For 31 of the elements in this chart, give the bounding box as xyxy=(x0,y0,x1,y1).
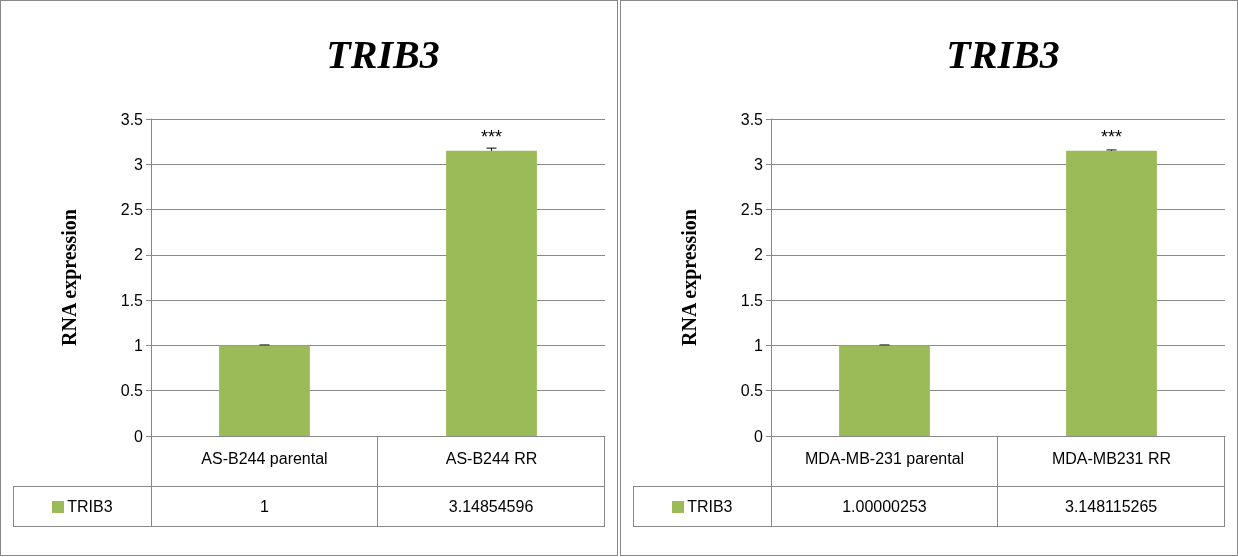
y-tick-label: 3.5 xyxy=(120,110,144,128)
y-tick-label: 1.5 xyxy=(740,291,764,309)
y-tick-label: 3 xyxy=(134,155,144,173)
y-tick-label: 0 xyxy=(754,427,764,445)
y-tick-label: 2.5 xyxy=(740,201,764,219)
y-tick-label: 3.5 xyxy=(740,110,764,128)
x-tick-label: MDA-MB-231 parental xyxy=(804,449,965,467)
legend-label: TRIB3 xyxy=(633,486,772,527)
x-tick-label: AS-B244 RR xyxy=(445,449,538,467)
y-tick-label: 0 xyxy=(134,427,144,445)
y-axis-title: RNA expression xyxy=(678,209,701,346)
y-tick-label: 2 xyxy=(754,246,764,264)
y-tick-label: 2.5 xyxy=(120,201,144,219)
legend-label: TRIB3 xyxy=(13,486,152,527)
y-axis-title: RNA expression xyxy=(58,209,81,346)
y-tick-label: 0.5 xyxy=(120,382,144,400)
y-tick-label: 3 xyxy=(754,155,764,173)
chart-title: TRIB3 xyxy=(946,31,1060,77)
data-label: 3.14854596 xyxy=(377,486,605,527)
annotation: *** xyxy=(1100,127,1123,148)
x-tick-label: MDA-MB231 RR xyxy=(1051,449,1172,467)
chart-title: TRIB3 xyxy=(326,31,440,77)
y-tick-label: 2 xyxy=(134,246,144,264)
y-tick-label: 1.5 xyxy=(120,291,144,309)
y-tick-label: 1 xyxy=(754,336,764,354)
y-tick-label: 1 xyxy=(134,336,144,354)
x-tick-label: AS-B244 parental xyxy=(201,449,328,467)
data-label: 1.00000253 xyxy=(771,486,998,527)
annotation: *** xyxy=(480,127,503,148)
data-label: 3.148115265 xyxy=(997,486,1225,527)
y-tick-label: 0.5 xyxy=(740,382,764,400)
